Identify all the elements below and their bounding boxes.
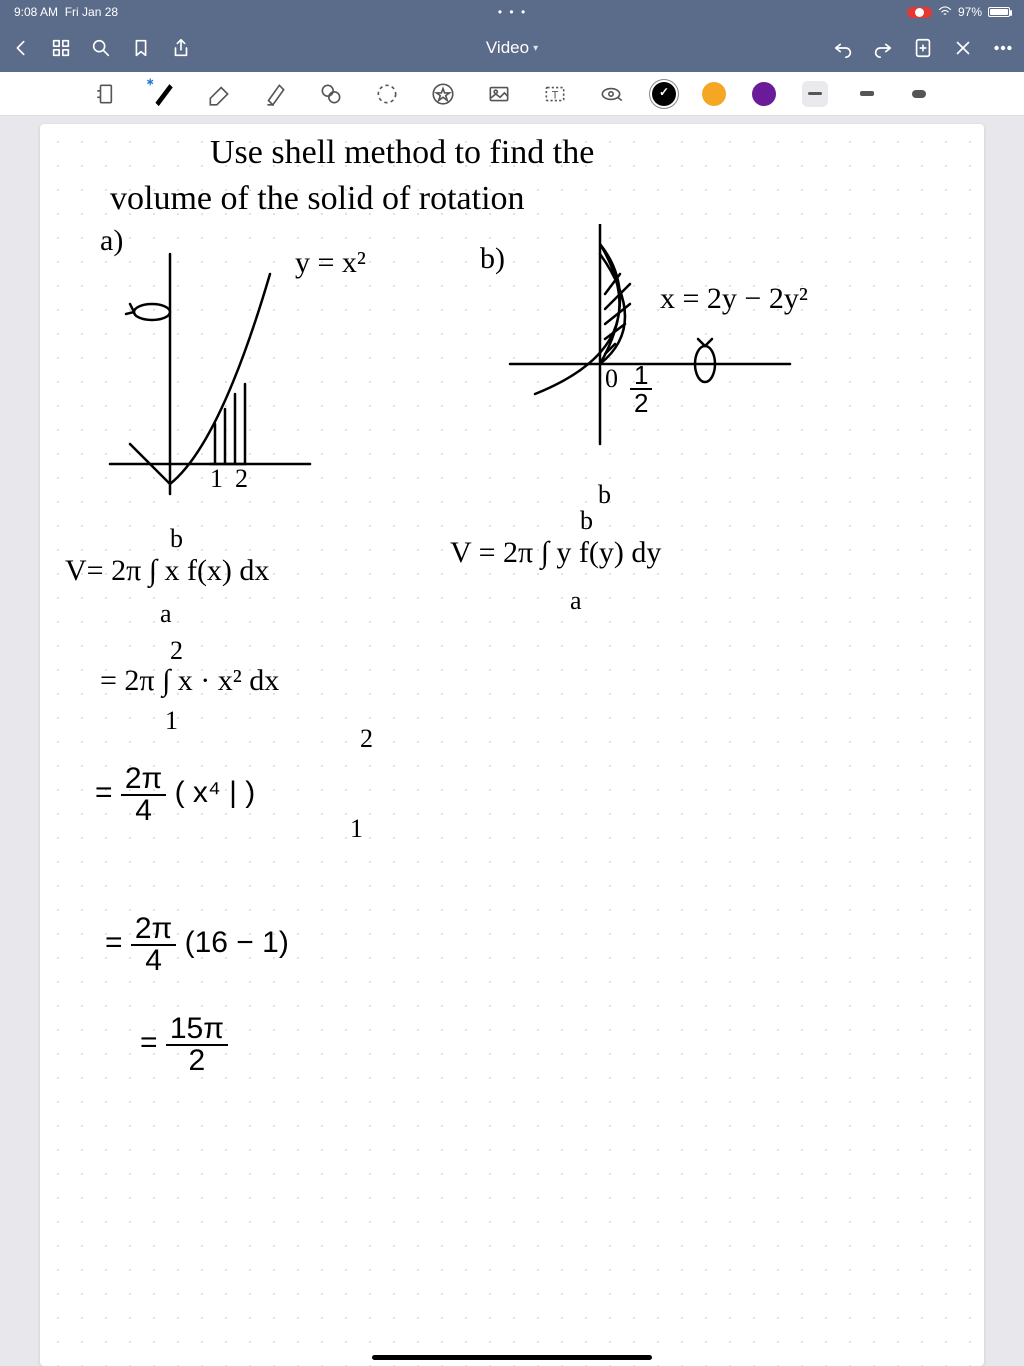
wifi-icon	[938, 5, 952, 20]
hw-s2-ub: 2	[360, 724, 373, 754]
color-purple[interactable]	[752, 82, 776, 106]
grid-icon[interactable]	[50, 37, 72, 59]
hw-step4: = 15π2	[140, 1014, 228, 1076]
close-icon[interactable]	[952, 37, 974, 59]
canvas-area: Use shell method to find the volume of t…	[0, 116, 1024, 1366]
share-icon[interactable]	[170, 37, 192, 59]
hw-fb-ub: b	[580, 506, 593, 536]
search-icon[interactable]	[90, 37, 112, 59]
undo-icon[interactable]	[832, 37, 854, 59]
battery-icon	[988, 7, 1010, 17]
back-icon[interactable]	[10, 37, 32, 59]
pen-tool-icon[interactable]: ∗	[148, 79, 178, 109]
doc-title-text: Video	[486, 38, 529, 58]
favorites-tool-icon[interactable]	[428, 79, 458, 109]
hw-s1-lb: 1	[165, 706, 178, 736]
color-orange[interactable]	[702, 82, 726, 106]
hw-s2-lb: 1	[350, 814, 363, 844]
stroke-thin[interactable]	[802, 81, 828, 107]
hw-b-ub: b	[598, 480, 611, 510]
image-tool-icon[interactable]	[484, 79, 514, 109]
stroke-med[interactable]	[854, 81, 880, 107]
hw-fa-lb: a	[160, 599, 172, 629]
hw-a-x1: 1	[210, 464, 223, 494]
shape-tool-icon[interactable]	[316, 79, 346, 109]
clock-text: 9:08 AM	[14, 5, 58, 19]
app-nav-bar: Video ▾	[0, 24, 1024, 72]
status-bar: 9:08 AM Fri Jan 28 • • • 97%	[0, 0, 1024, 24]
lasso-tool-icon[interactable]	[372, 79, 402, 109]
hw-b-half: 12	[630, 362, 652, 416]
svg-text:T: T	[552, 89, 559, 101]
hw-formula-b: V = 2π ∫ y f(y) dy	[450, 536, 661, 570]
status-time: 9:08 AM Fri Jan 28	[14, 5, 118, 19]
hw-a-x2: 2	[235, 464, 248, 494]
hw-step3: = 2π4 (16 − 1)	[105, 914, 289, 976]
note-page[interactable]: Use shell method to find the volume of t…	[40, 124, 984, 1366]
bookmark-icon[interactable]	[130, 37, 152, 59]
hw-fb-lb: a	[570, 586, 582, 616]
more-icon[interactable]	[992, 37, 1014, 59]
zoom-tool-icon[interactable]	[92, 79, 122, 109]
add-page-icon[interactable]	[912, 37, 934, 59]
hw-b-o: 0	[605, 364, 618, 394]
home-indicator[interactable]	[372, 1355, 652, 1360]
chevron-down-icon: ▾	[533, 43, 538, 54]
hw-fa-ub: b	[170, 524, 183, 554]
stroke-thick[interactable]	[906, 81, 932, 107]
hw-step1: = 2π ∫ x · x² dx	[100, 664, 279, 698]
tape-tool-icon[interactable]	[596, 79, 626, 109]
drawing-toolbar: ∗ T	[0, 72, 1024, 116]
hw-title-1: Use shell method to find the	[210, 134, 594, 172]
highlighter-tool-icon[interactable]	[260, 79, 290, 109]
date-text: Fri Jan 28	[65, 5, 118, 19]
status-right: 97%	[907, 5, 1010, 20]
hw-s1-ub: 2	[170, 636, 183, 666]
status-center-dots[interactable]: • • •	[118, 5, 907, 19]
hw-step2: = 2π4 ( x⁴ | )	[95, 764, 255, 826]
hw-title-2: volume of the solid of rotation	[110, 180, 525, 218]
battery-pct: 97%	[958, 5, 982, 19]
graph-b	[500, 224, 800, 454]
eraser-tool-icon[interactable]	[204, 79, 234, 109]
doc-title[interactable]: Video ▾	[210, 38, 814, 58]
hw-formula-a: V= 2π ∫ x f(x) dx	[65, 554, 269, 588]
redo-icon[interactable]	[872, 37, 894, 59]
text-tool-icon[interactable]: T	[540, 79, 570, 109]
color-black[interactable]	[652, 82, 676, 106]
recording-indicator[interactable]	[907, 7, 932, 18]
